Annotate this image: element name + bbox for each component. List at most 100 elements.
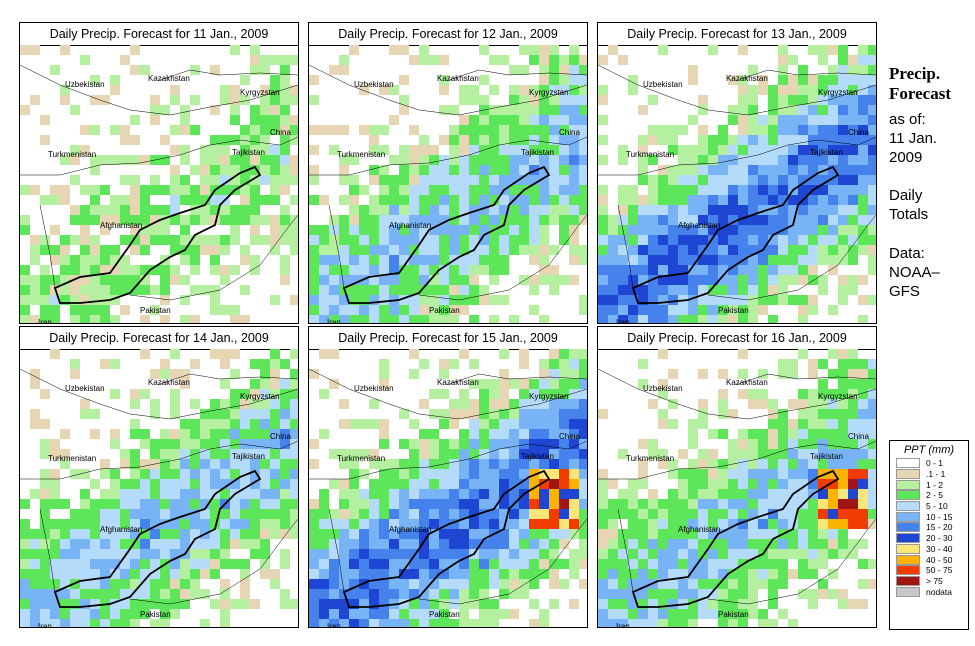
precip-cell bbox=[280, 449, 290, 459]
precip-cell bbox=[858, 105, 868, 115]
precip-cell bbox=[688, 305, 698, 315]
precip-cell bbox=[579, 115, 587, 125]
precip-cell bbox=[748, 489, 758, 499]
precip-cell bbox=[638, 285, 648, 295]
precip-cell bbox=[708, 499, 718, 509]
precip-cell bbox=[349, 449, 359, 459]
precip-cell bbox=[768, 165, 778, 175]
precip-cell bbox=[628, 215, 638, 225]
precip-cell bbox=[758, 275, 768, 285]
precip-cell bbox=[359, 569, 369, 579]
precip-cell bbox=[419, 439, 429, 449]
precip-cell bbox=[838, 349, 848, 359]
precip-cell bbox=[200, 439, 210, 449]
precip-cell bbox=[230, 419, 240, 429]
precip-cell bbox=[449, 599, 459, 609]
precip-cell bbox=[828, 459, 838, 469]
precip-cell bbox=[519, 125, 529, 135]
precip-cell bbox=[180, 539, 190, 549]
precip-cell bbox=[469, 265, 479, 275]
precip-cell bbox=[290, 399, 298, 409]
precip-cell bbox=[579, 85, 587, 95]
precip-cell bbox=[170, 369, 180, 379]
precip-cell bbox=[598, 225, 608, 235]
legend-swatch bbox=[896, 490, 920, 501]
precip-cell bbox=[858, 409, 868, 419]
precip-cell bbox=[200, 215, 210, 225]
precip-cell bbox=[180, 569, 190, 579]
precip-cell bbox=[489, 235, 499, 245]
country-border bbox=[309, 64, 587, 116]
precip-cell bbox=[838, 459, 848, 469]
precip-cell bbox=[708, 225, 718, 235]
map-label-afghanistan: Afghanistan bbox=[100, 221, 142, 230]
precip-cell bbox=[868, 75, 876, 85]
precip-cell bbox=[798, 559, 808, 569]
precip-cell bbox=[519, 275, 529, 285]
precip-cell bbox=[569, 529, 579, 539]
precip-cell bbox=[798, 519, 808, 529]
map-label-kazakhstan: Kazakhstan bbox=[148, 378, 190, 387]
precip-cell bbox=[748, 155, 758, 165]
precip-cell bbox=[748, 235, 758, 245]
precip-cell bbox=[708, 429, 718, 439]
precip-cell bbox=[130, 479, 140, 489]
precip-cell bbox=[838, 195, 848, 205]
precip-cell bbox=[40, 265, 50, 275]
precip-cell bbox=[220, 559, 230, 569]
precip-cell bbox=[409, 155, 419, 165]
precip-cell bbox=[290, 419, 298, 429]
precip-cell bbox=[718, 589, 728, 599]
precip-cell bbox=[668, 295, 678, 305]
precip-cell bbox=[858, 135, 868, 145]
precip-cell bbox=[409, 369, 419, 379]
precip-cell bbox=[130, 619, 140, 627]
precip-cell bbox=[549, 125, 559, 135]
precip-cell bbox=[230, 559, 240, 569]
precip-cell bbox=[698, 489, 708, 499]
precip-cell bbox=[658, 379, 668, 389]
precip-cell bbox=[579, 195, 587, 205]
precip-cell bbox=[290, 439, 298, 449]
precip-cell bbox=[479, 489, 489, 499]
precip-cell bbox=[738, 469, 748, 479]
precip-cell bbox=[688, 245, 698, 255]
precip-cell bbox=[529, 245, 539, 255]
precip-cell bbox=[130, 205, 140, 215]
precip-cell bbox=[798, 449, 808, 459]
precip-cell bbox=[698, 195, 708, 205]
precip-cell bbox=[658, 165, 668, 175]
precip-cell bbox=[439, 55, 449, 65]
precip-cell bbox=[858, 359, 868, 369]
map-label-uzbekistan: Uzbekistan bbox=[65, 384, 105, 393]
precip-cell bbox=[748, 205, 758, 215]
precip-cell bbox=[549, 419, 559, 429]
precip-cell bbox=[479, 225, 489, 235]
precip-cell bbox=[658, 589, 668, 599]
precip-cell bbox=[379, 619, 389, 627]
precip-cell bbox=[549, 155, 559, 165]
precip-cell bbox=[270, 225, 280, 235]
precip-cell bbox=[50, 579, 60, 589]
precip-cell bbox=[549, 579, 559, 589]
precip-cell bbox=[220, 185, 230, 195]
precip-cell bbox=[579, 579, 587, 589]
precip-cell bbox=[708, 489, 718, 499]
precip-cell bbox=[808, 245, 818, 255]
precip-cell bbox=[379, 579, 389, 589]
precip-cell bbox=[419, 509, 429, 519]
precip-cell bbox=[130, 419, 140, 429]
precip-cell bbox=[399, 589, 409, 599]
precip-cell bbox=[628, 315, 638, 323]
precip-cell bbox=[778, 105, 788, 115]
precip-cell bbox=[449, 469, 459, 479]
precip-cell bbox=[598, 509, 608, 519]
precip-cell bbox=[309, 225, 319, 235]
precip-cell bbox=[110, 205, 120, 215]
precip-cell bbox=[479, 479, 489, 489]
precip-cell bbox=[658, 265, 668, 275]
precip-cell bbox=[359, 85, 369, 95]
country-border bbox=[309, 440, 587, 480]
precip-cell bbox=[280, 275, 290, 285]
precip-cell bbox=[718, 235, 728, 245]
